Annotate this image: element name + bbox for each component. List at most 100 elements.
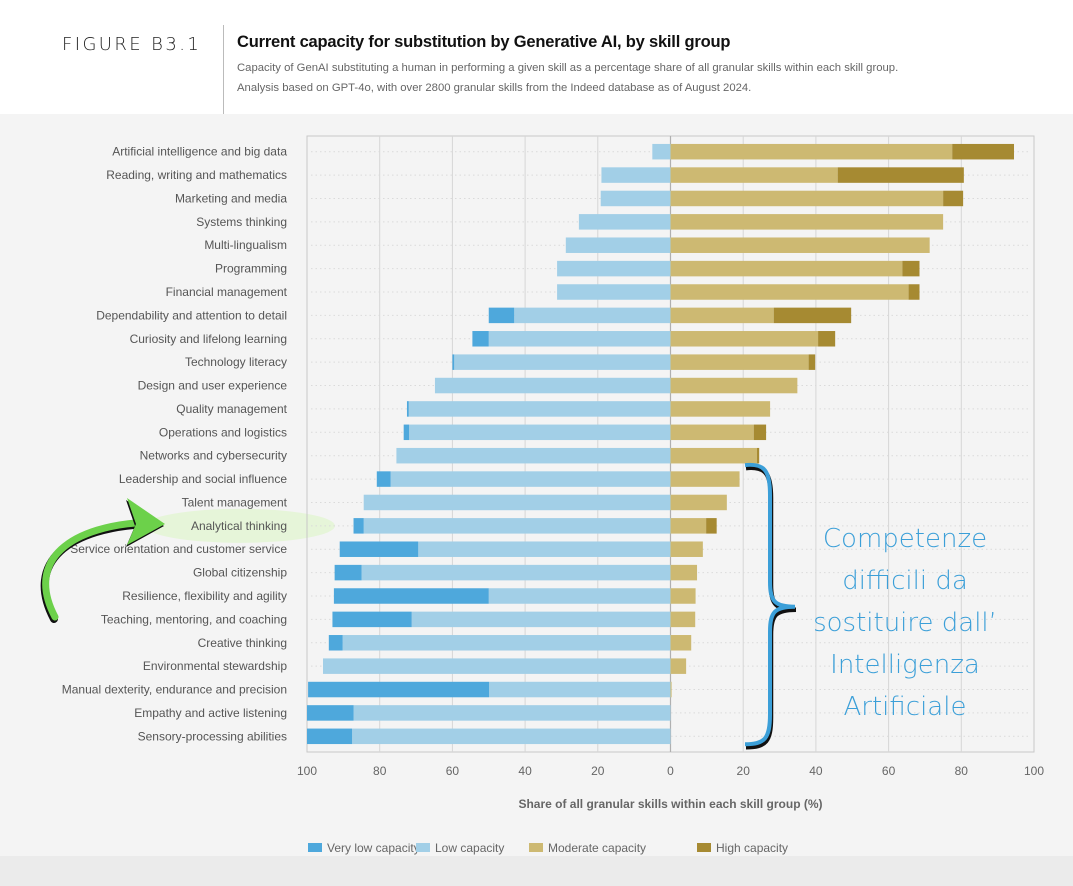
figure-label: FIGURE B3.1 (62, 34, 202, 55)
bar-moderate (670, 401, 771, 417)
legend-swatch-moderate (529, 843, 543, 852)
bar-moderate (670, 635, 692, 651)
annotation-line: Artificiale (843, 692, 967, 722)
x-tick-label: 20 (591, 764, 605, 778)
bars-layer (307, 143, 1015, 745)
bar-very-low (307, 728, 353, 745)
bar-moderate (670, 307, 774, 324)
bar-moderate (670, 237, 930, 253)
bar-very-low (307, 705, 354, 721)
x-tick-label: 40 (809, 764, 823, 778)
x-tick-label: 100 (297, 764, 317, 778)
annotation-text: Competenze difficili da sostituire dall’ In… (800, 518, 1010, 728)
bar-low (601, 167, 671, 183)
bar-moderate (670, 564, 698, 581)
annotation-line: Competenze (822, 524, 988, 554)
category-label: Talent management (182, 495, 288, 509)
bar-moderate (670, 424, 754, 441)
category-label: Leadership and social influence (119, 472, 287, 486)
bar-high (908, 284, 920, 300)
x-tick-label: 80 (373, 764, 387, 778)
bar-low (363, 518, 671, 534)
category-label: Operations and logistics (159, 425, 287, 439)
bar-very-low (376, 471, 391, 487)
category-label: Reading, writing and mathematics (106, 168, 287, 182)
bar-very-low (488, 307, 515, 324)
legend-label: Moderate capacity (548, 841, 646, 855)
subtitle-line-1: Capacity of GenAI substituting a human i… (237, 62, 899, 74)
bar-low (488, 588, 671, 604)
bar-very-low (403, 424, 410, 441)
bar-low (411, 611, 671, 628)
bar-very-low (334, 564, 362, 581)
bar-very-low (339, 541, 419, 557)
category-label: Sensory-processing abilities (138, 729, 287, 743)
bottom-band (0, 856, 1073, 886)
bar-moderate (670, 541, 703, 557)
bar-high (943, 190, 964, 207)
legend-swatch-very-low (308, 843, 322, 852)
bar-low (390, 471, 671, 487)
bar-very-low (308, 681, 490, 698)
x-tick-label: 20 (737, 764, 751, 778)
bar-low (514, 307, 671, 324)
category-label: Resilience, flexibility and agility (122, 589, 287, 603)
bar-low (557, 284, 671, 300)
bar-moderate (670, 447, 758, 464)
category-label: Artificial intelligence and big data (112, 145, 287, 159)
x-tick-label: 80 (955, 764, 969, 778)
bar-low (557, 260, 671, 277)
curved-arrow-icon (42, 518, 154, 621)
legend-label: High capacity (716, 841, 788, 855)
bar-low (352, 728, 671, 745)
bar-high (753, 424, 767, 441)
category-label: Multi-lingualism (204, 238, 287, 252)
bar-low (363, 494, 671, 511)
bar-very-low (406, 401, 409, 417)
bar-low (418, 541, 671, 557)
bar-very-low (452, 354, 455, 370)
bar-low (578, 214, 671, 230)
category-label: Manual dexterity, endurance and precisio… (62, 683, 287, 697)
bar-high (902, 260, 920, 277)
bar-moderate (670, 354, 809, 370)
x-tick-label: 60 (882, 764, 896, 778)
bar-moderate (670, 143, 953, 160)
category-label: Environmental stewardship (143, 659, 287, 673)
category-label: Dependability and attention to detail (96, 308, 287, 322)
x-axis-label: Share of all granular skills within each… (518, 797, 822, 811)
bar-very-low (333, 588, 489, 604)
category-highlight (145, 508, 335, 543)
bar-low (408, 401, 671, 417)
category-label: Teaching, mentoring, and coaching (101, 612, 287, 626)
bar-low (488, 331, 671, 347)
category-label: Networks and cybersecurity (140, 449, 287, 463)
bar-high (706, 518, 717, 534)
bar-low (489, 681, 671, 698)
curly-brace-icon (744, 462, 796, 747)
bar-low (322, 658, 671, 674)
bar-moderate (670, 331, 819, 347)
category-label: Technology literacy (185, 355, 287, 369)
bar-high (757, 447, 760, 464)
bar-high (818, 331, 836, 347)
category-label: Design and user experience (138, 379, 288, 393)
bar-moderate (670, 518, 707, 534)
legend-label: Very low capacity (327, 841, 420, 855)
x-axis-ticks: 100 80 60 40 20 0 20 40 60 80 100 (297, 764, 1044, 778)
category-label: Analytical thinking (191, 519, 287, 533)
bar-low (600, 190, 671, 207)
category-label: Global citizenship (193, 566, 287, 580)
category-label: Empathy and active listening (134, 706, 287, 720)
annotation-line: Intelligenza (830, 650, 980, 680)
bar-very-low (353, 518, 364, 534)
x-tick-label: 0 (667, 764, 674, 778)
bar-high (773, 307, 852, 324)
bar-high (952, 143, 1015, 160)
figure-header: FIGURE B3.1 Current capacity for substit… (0, 0, 1073, 114)
header-divider (223, 25, 224, 114)
category-label: Financial management (166, 285, 288, 299)
annotation-line: sostituire dall’ (813, 608, 997, 638)
bar-low (409, 424, 671, 441)
bar-moderate (670, 167, 838, 183)
